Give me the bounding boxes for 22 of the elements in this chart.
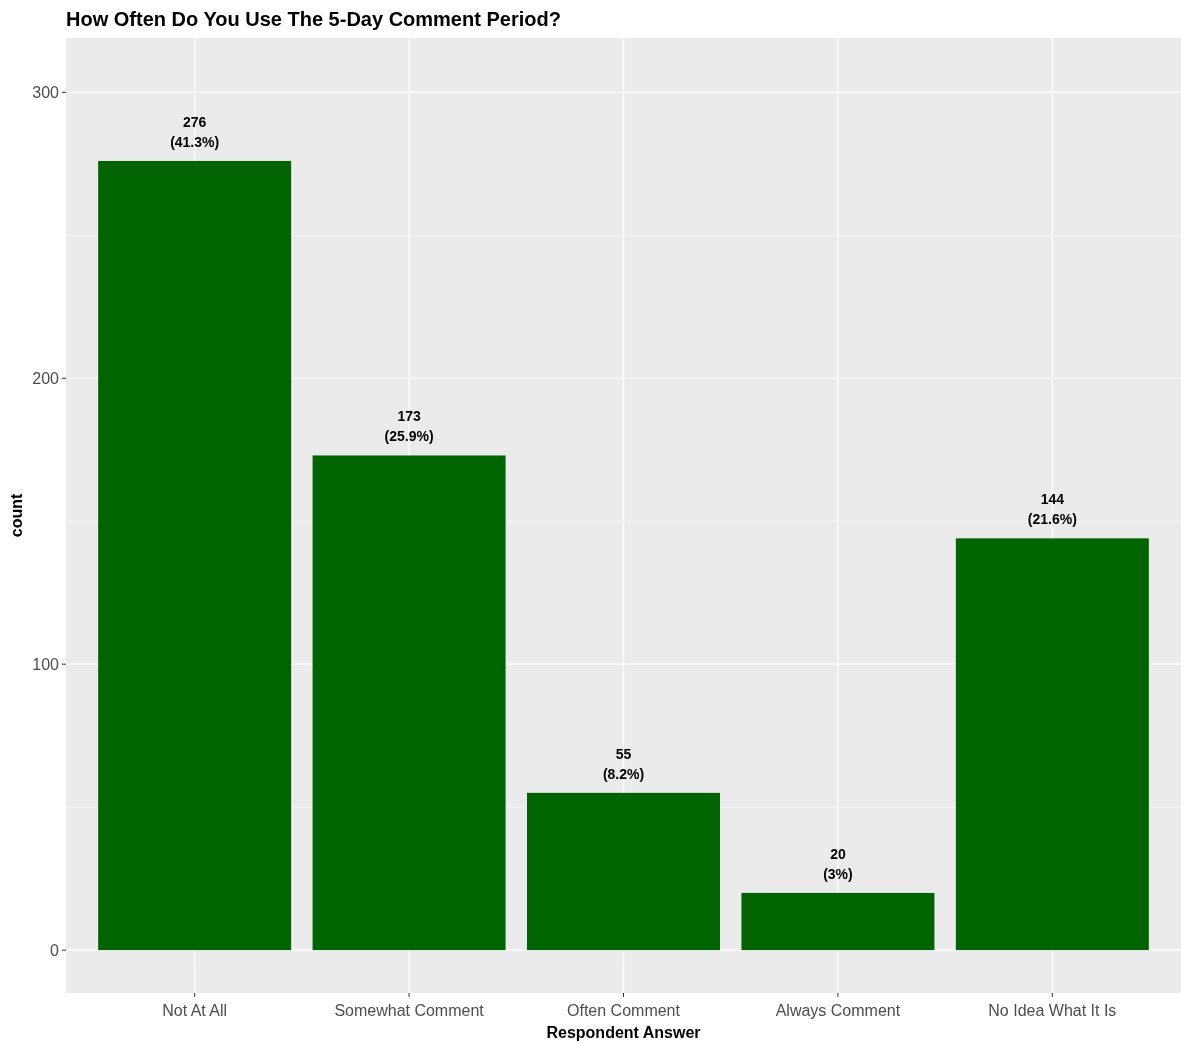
data-label: 20 (3%) (823, 845, 853, 882)
x-tick-label: Always Comment (775, 1002, 901, 1019)
bar (312, 455, 506, 951)
y-tick-label: 0 (50, 941, 60, 959)
bar (527, 792, 720, 951)
x-tick-label: Often Comment (567, 1002, 681, 1019)
y-tick-label: 200 (32, 369, 60, 387)
data-label: 173 (25.9%) (384, 408, 434, 445)
bar (741, 892, 935, 951)
chart-title: How Often Do You Use The 5-Day Comment Period? (66, 8, 561, 30)
x-axis-title: Respondent Answer (546, 1024, 701, 1041)
data-label: 55 (8.2%) (602, 745, 645, 782)
x-tick-label: Not At All (162, 1002, 228, 1019)
data-label: 144 (21.6%) (1027, 491, 1077, 528)
y-axis-title: count (8, 493, 25, 538)
y-tick-label: 300 (32, 83, 60, 101)
x-tick-label: Somewhat Comment (334, 1002, 485, 1019)
bar (955, 538, 1149, 951)
data-label: 276 (41.3%) (170, 113, 220, 150)
y-tick-label: 100 (32, 655, 60, 673)
x-tick-label: No Idea What It Is (988, 1002, 1117, 1019)
bar (98, 160, 292, 951)
